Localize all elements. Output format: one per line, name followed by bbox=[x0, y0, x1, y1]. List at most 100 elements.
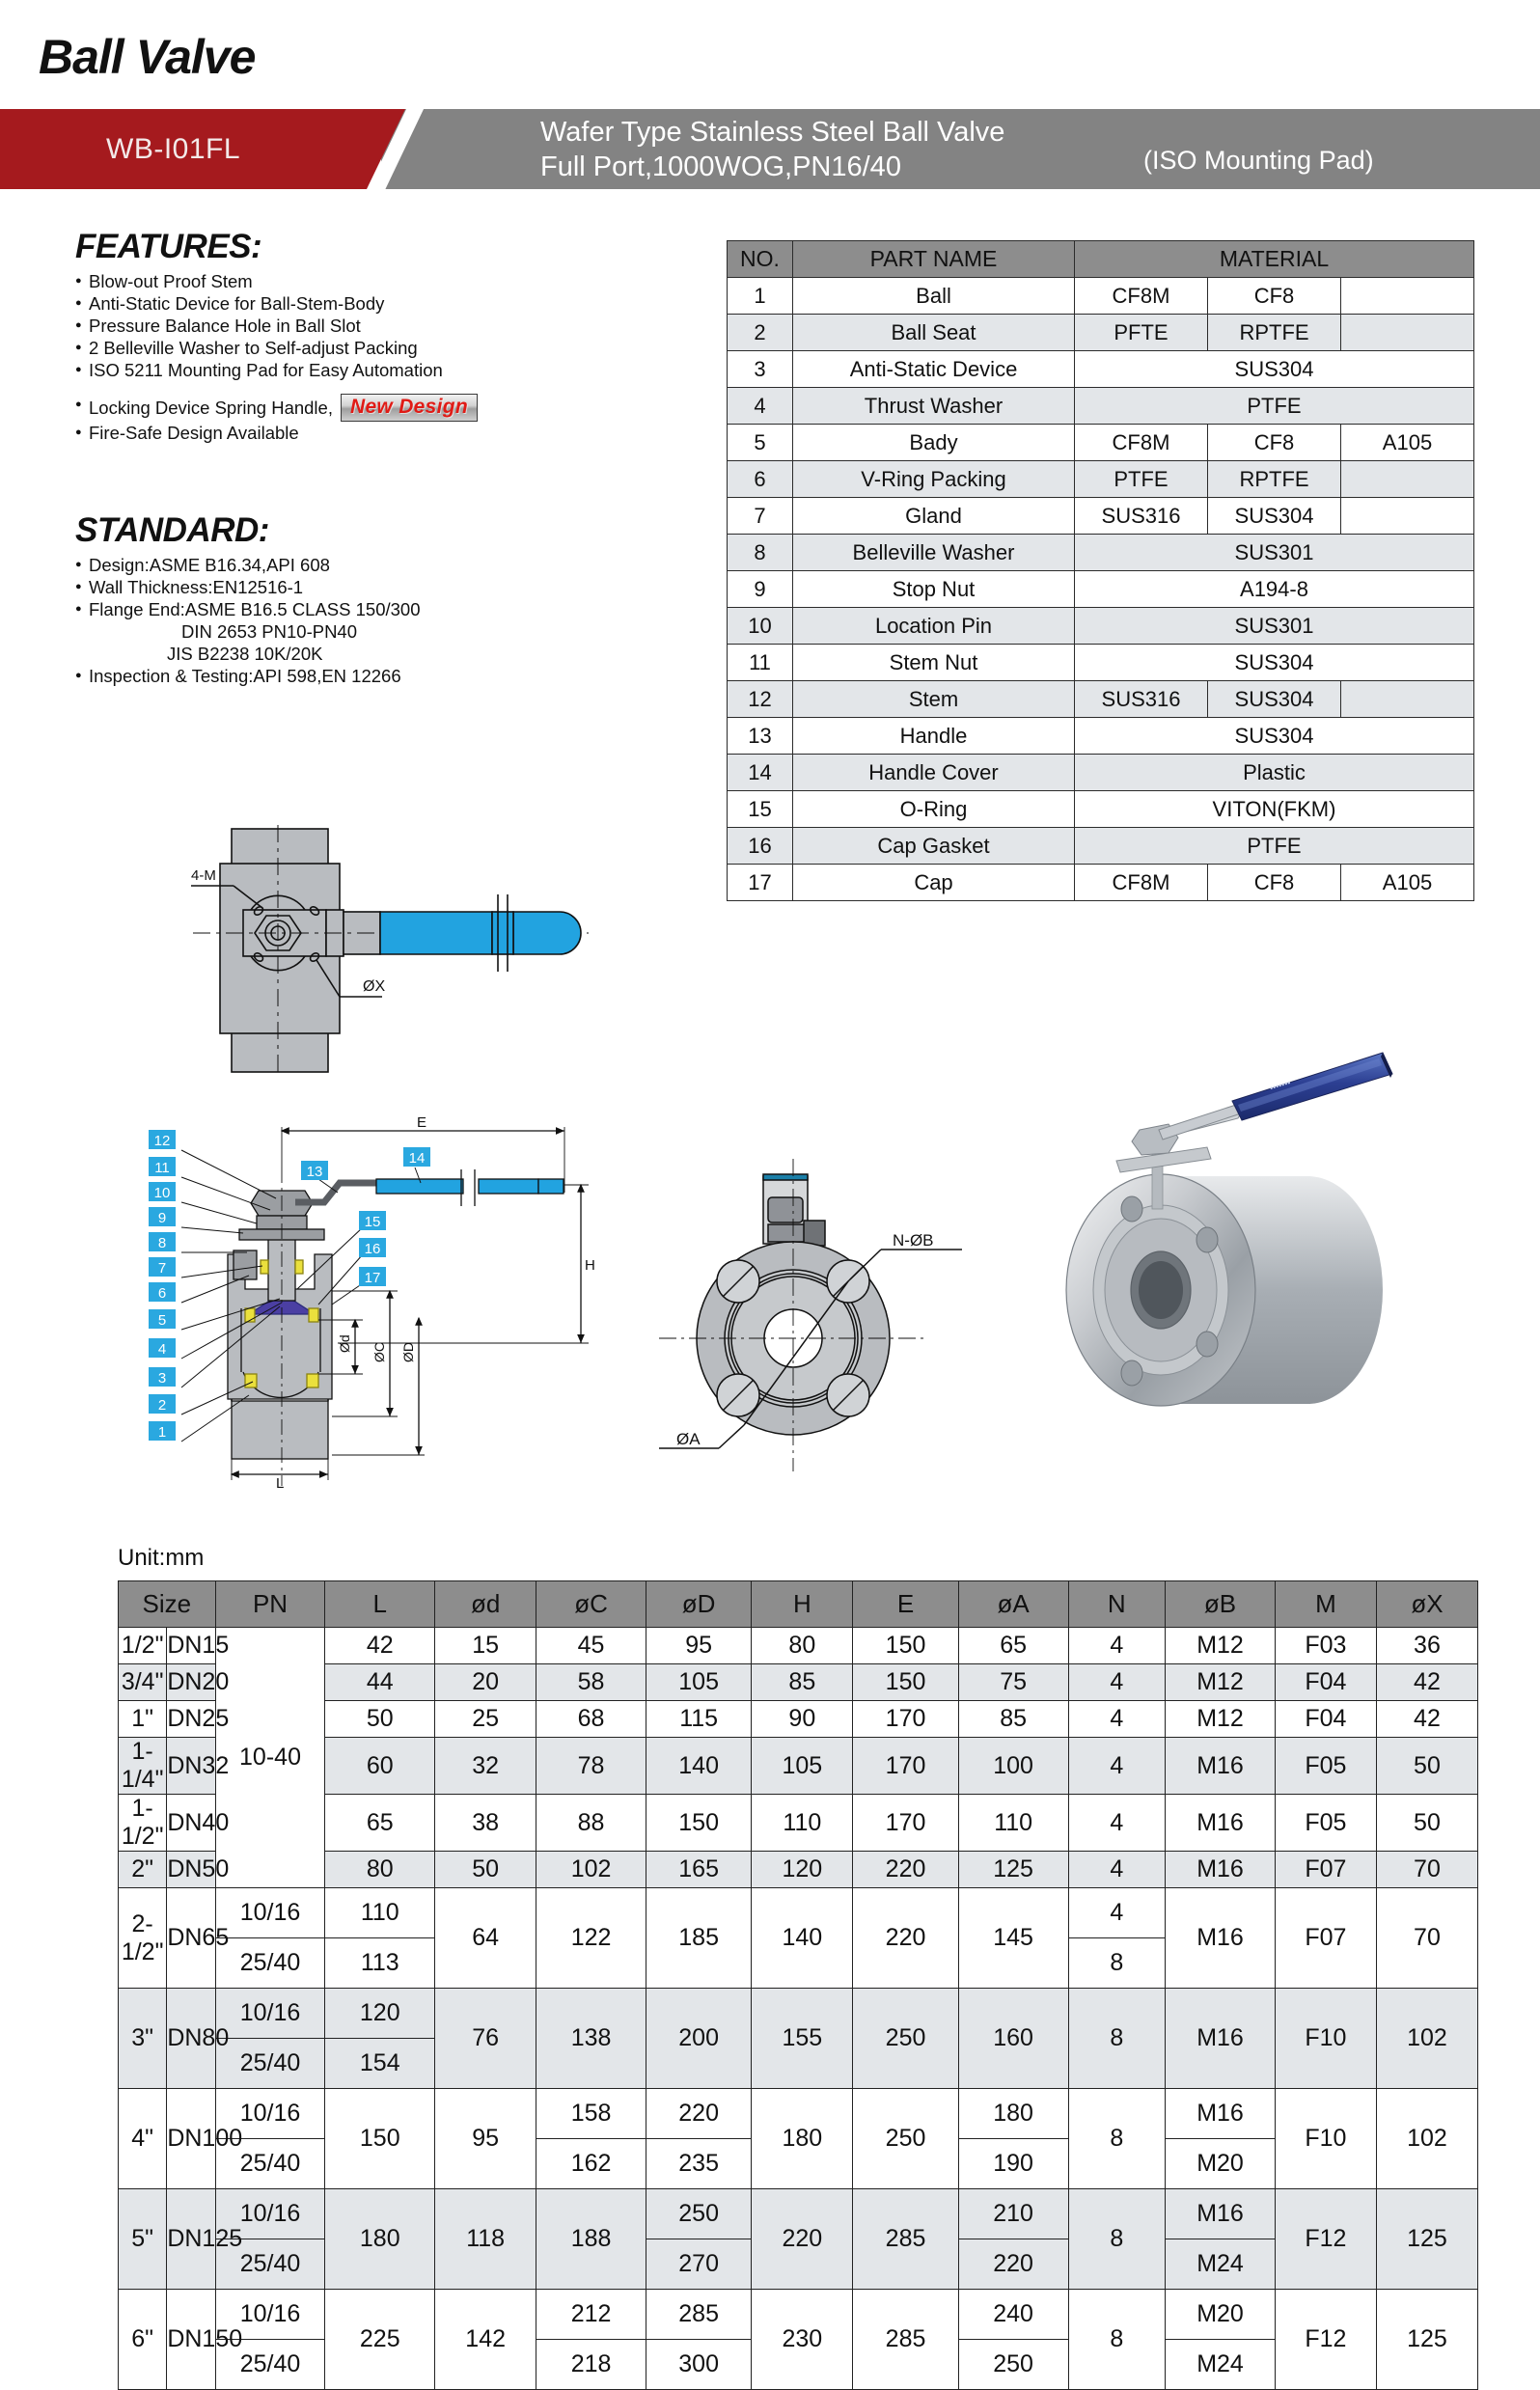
dim-table-header-row: Size PN L ød øC øD H E øA N øB M øX bbox=[118, 1580, 1479, 1628]
dim-cell-m: F04 bbox=[1274, 1700, 1377, 1738]
table-row: 9 Stop Nut A194-8 bbox=[727, 570, 1474, 608]
parts-cell-material: A105 bbox=[1340, 864, 1474, 901]
dim-cell-oc: 212 218 bbox=[536, 2289, 646, 2390]
feature-item-firesafe: Fire-Safe Design Available bbox=[75, 422, 674, 444]
dim-label-H: H bbox=[585, 1257, 595, 1274]
valve-photo-svg: ••••••• bbox=[1065, 1052, 1393, 1407]
dim-cell-e: 250 bbox=[852, 2088, 959, 2189]
dim-cell-m: F10 bbox=[1274, 1988, 1377, 2089]
parts-cell-material: RPTFE bbox=[1207, 314, 1341, 351]
dim-cell-odd: 115 bbox=[645, 1700, 753, 1738]
table-row: 2-1/2" DN65 10/16 25/40 110 113 64 122 185 140 220… bbox=[117, 1887, 1479, 1989]
dim-cell-size-dn: DN50 bbox=[166, 1851, 229, 1888]
dim-cell-e: 170 bbox=[852, 1700, 959, 1738]
dim-cell-oa: 100 bbox=[957, 1737, 1069, 1795]
new-design-badge: New Design bbox=[340, 394, 479, 422]
dim-cell-e: 285 bbox=[852, 2289, 959, 2390]
banner-red-background bbox=[0, 109, 405, 189]
dim-cell-m: F03 bbox=[1274, 1627, 1377, 1664]
table-row: 4" DN100 10/16 25/40 150 95 158 162 220 235 180 250… bbox=[117, 2088, 1479, 2189]
dim-cell-e: 220 bbox=[852, 1851, 959, 1888]
dim-header-odd: øD bbox=[645, 1580, 753, 1628]
section-callout-badge: 9 bbox=[149, 1207, 176, 1226]
parts-cell-no: 5 bbox=[727, 424, 793, 461]
drawing-cross-section: E H L Ød ØC ØD 12 11 10 9 8 7 6 5 4 3 2 1 13 14 15 16 1… bbox=[135, 1110, 618, 1496]
section-callout-badge: 10 bbox=[149, 1182, 176, 1201]
dim-cell-od: 95 bbox=[434, 2088, 537, 2189]
dim-cell-oa: 65 bbox=[957, 1627, 1069, 1664]
dim-cell-h: 85 bbox=[751, 1663, 854, 1701]
dim-cell-ox: 102 bbox=[1375, 1988, 1479, 2089]
product-photo: ••••••• bbox=[1018, 1037, 1471, 1462]
feature-item: Blow-out Proof Stem bbox=[75, 270, 674, 292]
dim-cell-size-dn: DN65 bbox=[166, 1887, 229, 1989]
banner-gray-background bbox=[381, 109, 1540, 189]
dim-cell-n: 8 bbox=[1067, 2088, 1167, 2189]
parts-cell-no: 17 bbox=[727, 864, 793, 901]
parts-cell-no: 13 bbox=[727, 717, 793, 755]
parts-cell-material: Plastic bbox=[1074, 754, 1474, 791]
dim-cell-oa: 180 190 bbox=[957, 2088, 1069, 2189]
parts-cell-no: 1 bbox=[727, 277, 793, 315]
dim-cell-l: 80 bbox=[324, 1851, 436, 1888]
section-callout-badge: 1 bbox=[149, 1421, 176, 1441]
dim-cell-ob: M16 bbox=[1165, 1988, 1276, 2089]
dim-cell-od: 50 bbox=[434, 1851, 537, 1888]
dim-cell-od: 76 bbox=[434, 1988, 537, 2089]
dim-cell-h: 220 bbox=[751, 2188, 854, 2290]
parts-cell-material bbox=[1340, 497, 1474, 535]
dim-cell-e: 285 bbox=[852, 2188, 959, 2290]
section-callout-badge: 16 bbox=[359, 1238, 386, 1257]
table-row: 3 Anti-Static Device SUS304 bbox=[727, 350, 1474, 388]
standard-item: Flange End:ASME B16.5 CLASS 150/300 bbox=[75, 598, 674, 620]
section-callout-badge: 12 bbox=[149, 1130, 176, 1149]
parts-cell-no: 4 bbox=[727, 387, 793, 425]
parts-cell-no: 16 bbox=[727, 827, 793, 865]
table-row: 3" DN80 10/16 25/40 120 154 76 138 200 155 250 160 8… bbox=[117, 1988, 1479, 2089]
svg-text:6: 6 bbox=[158, 1285, 166, 1302]
section-callout-badge: 7 bbox=[149, 1257, 176, 1277]
parts-cell-name: Bady bbox=[792, 424, 1075, 461]
parts-cell-no: 14 bbox=[727, 754, 793, 791]
dim-cell-odd: 200 bbox=[645, 1988, 753, 2089]
dim-cell-size-inch: 1" bbox=[117, 1700, 168, 1738]
dim-cell-h: 80 bbox=[751, 1627, 854, 1664]
table-row: 2" DN50 80 50 102 165 120 220 125 4 M16 F07 70 bbox=[117, 1851, 1479, 1888]
dim-cell-size-inch: 3/4" bbox=[117, 1663, 168, 1701]
parts-cell-name: Cap bbox=[792, 864, 1075, 901]
section-callout-badge: 13 bbox=[301, 1161, 328, 1180]
dim-header-oc: øC bbox=[536, 1580, 646, 1628]
dim-cell-od: 64 bbox=[434, 1887, 537, 1989]
standard-subitem: JIS B2238 10K/20K bbox=[167, 644, 323, 664]
dim-cell-oc: 158 162 bbox=[536, 2088, 646, 2189]
dim-cell-oa: 110 bbox=[957, 1794, 1069, 1852]
dim-cell-oc: 188 bbox=[536, 2188, 646, 2290]
dim-cell-oc: 88 bbox=[536, 1794, 646, 1852]
dim-label-od: Ød bbox=[337, 1334, 352, 1353]
front-view-svg: N-ØB ØA bbox=[659, 1159, 962, 1471]
dim-header-h: H bbox=[751, 1580, 854, 1628]
dim-cell-h: 230 bbox=[751, 2289, 854, 2390]
dim-cell-ox: 70 bbox=[1375, 1887, 1479, 1989]
section-callout-badge: 5 bbox=[149, 1309, 176, 1329]
parts-cell-material bbox=[1340, 277, 1474, 315]
parts-cell-material: A194-8 bbox=[1074, 570, 1474, 608]
dim-cell-oa: 210 220 bbox=[957, 2188, 1069, 2290]
banner-iso-note: (ISO Mounting Pad) bbox=[1143, 146, 1374, 175]
dim-cell-h: 140 bbox=[751, 1887, 854, 1989]
section-callouts-left: 12 11 10 9 8 7 6 5 4 3 2 1 bbox=[149, 1130, 176, 1441]
table-row: 4 Thrust Washer PTFE bbox=[727, 387, 1474, 425]
parts-cell-no: 3 bbox=[727, 350, 793, 388]
table-row: 15 O-Ring VITON(FKM) bbox=[727, 790, 1474, 828]
dim-cell-size-dn: DN40 bbox=[166, 1794, 229, 1852]
parts-cell-name: Belleville Washer bbox=[792, 534, 1075, 571]
svg-text:3: 3 bbox=[158, 1370, 166, 1387]
section-callout-badge: 17 bbox=[359, 1267, 386, 1286]
parts-cell-material: CF8M bbox=[1074, 277, 1208, 315]
table-row: 5" DN125 10/16 25/40 180 118 188 250 270 220 285 21… bbox=[117, 2188, 1479, 2290]
dim-cell-size-dn: DN25 bbox=[166, 1700, 229, 1738]
parts-cell-material: SUS301 bbox=[1074, 534, 1474, 571]
dim-cell-l: 60 bbox=[324, 1737, 436, 1795]
dim-cell-ob: M16 bbox=[1165, 1851, 1276, 1888]
